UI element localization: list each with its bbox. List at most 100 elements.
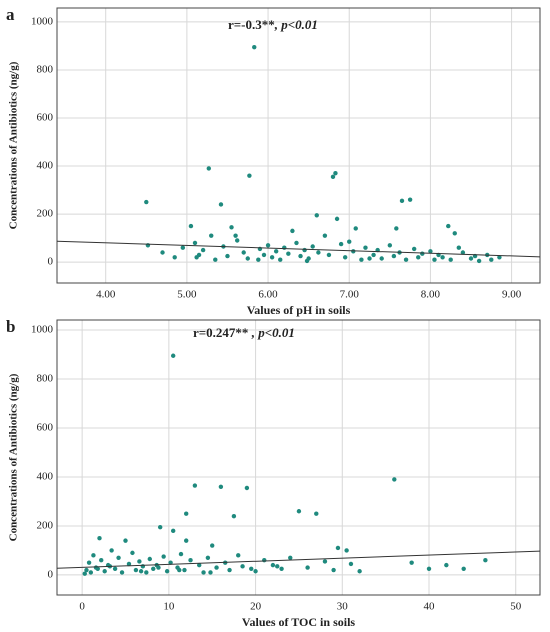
point — [392, 477, 397, 482]
point — [188, 558, 193, 563]
x-tick-label: 30 — [337, 601, 349, 613]
point — [359, 257, 364, 262]
point — [298, 253, 303, 259]
point — [184, 511, 189, 516]
point — [269, 255, 275, 260]
point — [116, 555, 121, 560]
point — [253, 569, 258, 574]
point — [170, 528, 176, 534]
point — [420, 251, 425, 256]
point — [270, 562, 276, 568]
x-tick-label: 9.00 — [502, 289, 522, 301]
point — [218, 202, 224, 207]
point — [310, 244, 315, 249]
point — [353, 226, 358, 231]
point — [282, 245, 287, 250]
point — [371, 252, 376, 258]
point — [273, 249, 279, 254]
point — [262, 558, 267, 563]
plot-area — [56, 319, 541, 596]
point — [316, 250, 321, 255]
y-tick-label: 600 — [37, 422, 54, 434]
point — [305, 565, 310, 570]
point — [314, 213, 319, 218]
point — [331, 567, 336, 573]
point — [201, 570, 206, 575]
x-tick-label: 10 — [163, 601, 175, 613]
point — [180, 245, 186, 250]
point — [210, 543, 215, 548]
point — [279, 566, 284, 571]
point — [446, 223, 451, 229]
point — [278, 257, 283, 262]
point — [184, 538, 189, 543]
point — [241, 250, 246, 255]
point — [304, 258, 310, 264]
point — [322, 233, 328, 238]
point — [367, 256, 372, 261]
point — [182, 567, 187, 573]
point — [164, 569, 170, 574]
point — [387, 243, 393, 248]
point — [288, 555, 293, 560]
y-tick-label: 1000 — [31, 324, 54, 336]
point — [334, 216, 340, 222]
point — [133, 567, 139, 573]
point — [233, 233, 238, 238]
x-axis-label: Values of pH in soils — [247, 303, 351, 317]
annotation-part: , p<0.01 — [251, 325, 295, 340]
point — [394, 226, 399, 231]
x-tick-label: 5.00 — [177, 289, 197, 301]
point — [194, 255, 199, 260]
y-tick-label: 600 — [37, 112, 54, 124]
point — [342, 255, 348, 260]
annotation-part: , p<0.01 — [274, 17, 318, 32]
point — [188, 223, 194, 229]
point — [170, 353, 176, 358]
point — [452, 231, 457, 236]
point — [294, 240, 299, 246]
point — [213, 257, 218, 262]
point — [208, 570, 213, 575]
y-tick-label: 400 — [37, 160, 54, 172]
point — [265, 243, 271, 248]
trend-line — [56, 240, 541, 258]
panel-label: b — [6, 317, 15, 336]
point — [227, 567, 232, 573]
point — [123, 538, 128, 543]
point — [432, 257, 437, 262]
point — [178, 551, 184, 557]
x-tick-label: 40 — [424, 601, 436, 613]
point — [416, 255, 421, 260]
point — [286, 251, 291, 256]
x-tick-label: 20 — [250, 601, 262, 613]
point — [326, 252, 332, 258]
point — [138, 569, 144, 574]
plot-frame — [56, 7, 541, 284]
point — [144, 570, 149, 575]
point — [335, 545, 341, 551]
point — [296, 509, 302, 514]
point — [399, 198, 405, 204]
trend-line — [56, 550, 541, 569]
point — [444, 562, 449, 568]
y-axis-label: Concentrations of Antibiotics (ng/g) — [8, 61, 20, 229]
y-tick-label: 1000 — [31, 15, 54, 27]
point — [206, 166, 211, 171]
point — [244, 485, 250, 491]
point — [225, 253, 230, 259]
y-tick-label: 0 — [48, 568, 54, 580]
x-tick-label: 50 — [510, 601, 522, 613]
point — [261, 252, 267, 258]
point — [460, 250, 466, 255]
point — [302, 247, 307, 253]
point — [91, 553, 96, 558]
y-tick-label: 0 — [48, 256, 54, 268]
point — [192, 240, 198, 246]
plot-area — [56, 7, 541, 284]
point — [197, 562, 202, 568]
point — [249, 566, 254, 571]
point — [468, 256, 474, 261]
point — [218, 484, 224, 489]
point — [456, 245, 462, 250]
